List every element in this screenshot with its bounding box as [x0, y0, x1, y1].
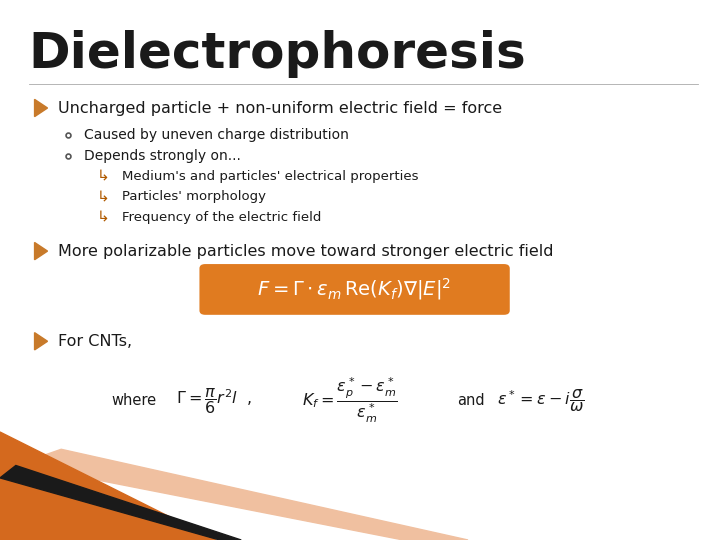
Text: ⎈: ⎈ [18, 496, 27, 510]
Text: Caused by uneven charge distribution: Caused by uneven charge distribution [84, 128, 349, 142]
Polygon shape [35, 333, 48, 350]
Text: $F = \Gamma \cdot \varepsilon_m\,\mathrm{Re}(K_f)\nabla|E|^2$: $F = \Gamma \cdot \varepsilon_m\,\mathrm… [258, 276, 451, 302]
FancyBboxPatch shape [199, 264, 510, 315]
Text: Dielectrophoresis: Dielectrophoresis [29, 30, 526, 78]
Text: and: and [457, 393, 485, 408]
Text: ↳: ↳ [97, 189, 110, 204]
Text: Medium's and particles' electrical properties: Medium's and particles' electrical prope… [122, 170, 419, 183]
Polygon shape [35, 99, 48, 117]
Text: Uncharged particle + non-uniform electric field = force: Uncharged particle + non-uniform electri… [58, 100, 502, 116]
Text: Particles' morphology: Particles' morphology [122, 190, 266, 203]
Text: where: where [112, 393, 157, 408]
Text: Depends strongly on...: Depends strongly on... [84, 148, 241, 163]
Text: More polarizable particles move toward stronger electric field: More polarizable particles move toward s… [58, 244, 553, 259]
Text: $\Gamma = \dfrac{\pi}{6} r^2 l$  ,: $\Gamma = \dfrac{\pi}{6} r^2 l$ , [176, 386, 252, 416]
Polygon shape [35, 242, 48, 260]
Text: Frequency of the electric field: Frequency of the electric field [122, 211, 322, 224]
Text: $\varepsilon^* = \varepsilon - i\dfrac{\sigma}{\omega}$: $\varepsilon^* = \varepsilon - i\dfrac{\… [497, 387, 585, 414]
Text: ↳: ↳ [97, 168, 110, 184]
Text: ↳: ↳ [97, 210, 110, 225]
Text: For CNTs,: For CNTs, [58, 334, 132, 349]
Text: UCSD: UCSD [18, 515, 50, 524]
Text: $K_f = \dfrac{\varepsilon_p^* - \varepsilon_m^*}{\varepsilon_m^*}$: $K_f = \dfrac{\varepsilon_p^* - \varepsi… [302, 376, 398, 426]
